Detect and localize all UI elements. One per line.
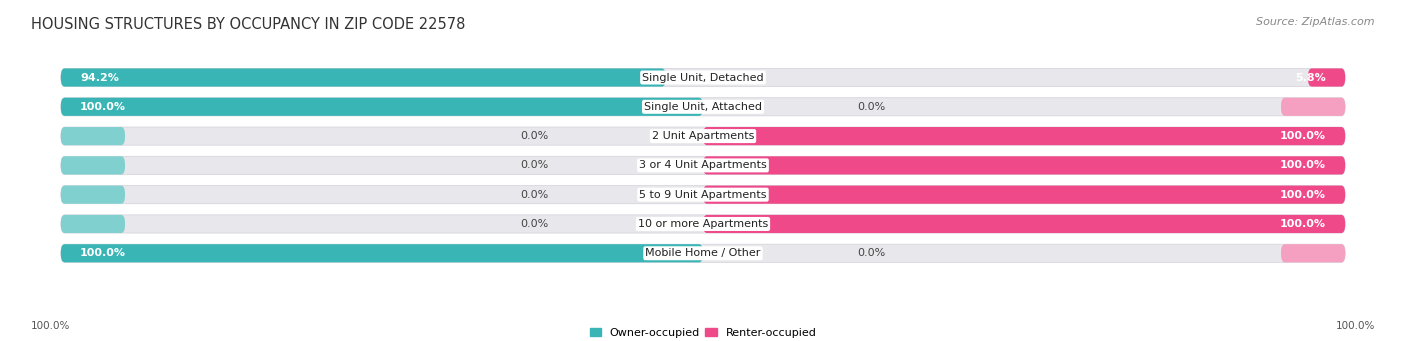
FancyBboxPatch shape bbox=[703, 186, 1346, 204]
FancyBboxPatch shape bbox=[703, 127, 1346, 145]
Text: 3 or 4 Unit Apartments: 3 or 4 Unit Apartments bbox=[640, 160, 766, 170]
FancyBboxPatch shape bbox=[1281, 98, 1346, 116]
Text: 0.0%: 0.0% bbox=[520, 160, 548, 170]
FancyBboxPatch shape bbox=[60, 156, 125, 175]
Text: 5.8%: 5.8% bbox=[1295, 73, 1326, 83]
Text: Mobile Home / Other: Mobile Home / Other bbox=[645, 248, 761, 258]
FancyBboxPatch shape bbox=[60, 215, 1346, 233]
FancyBboxPatch shape bbox=[703, 215, 1346, 233]
FancyBboxPatch shape bbox=[60, 127, 125, 145]
Text: Single Unit, Attached: Single Unit, Attached bbox=[644, 102, 762, 112]
Legend: Owner-occupied, Renter-occupied: Owner-occupied, Renter-occupied bbox=[589, 328, 817, 338]
Text: 5 to 9 Unit Apartments: 5 to 9 Unit Apartments bbox=[640, 190, 766, 200]
FancyBboxPatch shape bbox=[60, 244, 703, 262]
Text: 94.2%: 94.2% bbox=[80, 73, 120, 83]
Text: 100.0%: 100.0% bbox=[1279, 160, 1326, 170]
Text: Single Unit, Detached: Single Unit, Detached bbox=[643, 73, 763, 83]
Text: 0.0%: 0.0% bbox=[520, 131, 548, 141]
FancyBboxPatch shape bbox=[60, 156, 1346, 175]
Text: 100.0%: 100.0% bbox=[80, 248, 127, 258]
Text: 100.0%: 100.0% bbox=[31, 321, 70, 331]
Text: 0.0%: 0.0% bbox=[858, 248, 886, 258]
Text: 0.0%: 0.0% bbox=[858, 102, 886, 112]
FancyBboxPatch shape bbox=[60, 186, 1346, 204]
FancyBboxPatch shape bbox=[60, 98, 703, 116]
FancyBboxPatch shape bbox=[60, 215, 125, 233]
FancyBboxPatch shape bbox=[60, 127, 1346, 145]
FancyBboxPatch shape bbox=[60, 69, 666, 87]
Text: Source: ZipAtlas.com: Source: ZipAtlas.com bbox=[1257, 17, 1375, 27]
Text: 100.0%: 100.0% bbox=[1279, 131, 1326, 141]
Text: 100.0%: 100.0% bbox=[1336, 321, 1375, 331]
Text: 100.0%: 100.0% bbox=[1279, 190, 1326, 200]
FancyBboxPatch shape bbox=[703, 156, 1346, 175]
FancyBboxPatch shape bbox=[60, 186, 125, 204]
Text: 2 Unit Apartments: 2 Unit Apartments bbox=[652, 131, 754, 141]
Text: 10 or more Apartments: 10 or more Apartments bbox=[638, 219, 768, 229]
FancyBboxPatch shape bbox=[60, 98, 1346, 116]
Text: HOUSING STRUCTURES BY OCCUPANCY IN ZIP CODE 22578: HOUSING STRUCTURES BY OCCUPANCY IN ZIP C… bbox=[31, 17, 465, 32]
Text: 0.0%: 0.0% bbox=[520, 190, 548, 200]
FancyBboxPatch shape bbox=[60, 244, 1346, 262]
Text: 0.0%: 0.0% bbox=[520, 219, 548, 229]
Text: 100.0%: 100.0% bbox=[80, 102, 127, 112]
FancyBboxPatch shape bbox=[1281, 244, 1346, 262]
Text: 100.0%: 100.0% bbox=[1279, 219, 1326, 229]
FancyBboxPatch shape bbox=[60, 69, 1346, 87]
FancyBboxPatch shape bbox=[1308, 69, 1346, 87]
